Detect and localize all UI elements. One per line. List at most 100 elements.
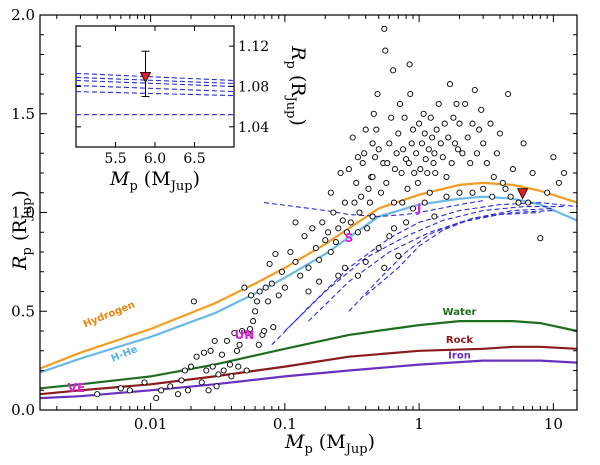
scatter-point (184, 387, 192, 394)
scatter-point (381, 25, 388, 32)
y-tick-label: 1.5 (11, 105, 35, 123)
scatter-point (126, 387, 133, 394)
scatter-point (141, 379, 148, 386)
scatter-point (502, 185, 509, 192)
scatter-point (427, 114, 434, 121)
planet-label-j: J (416, 202, 421, 216)
curve-label-water: Water (443, 307, 477, 318)
scatter-point (235, 363, 242, 370)
scatter-point (345, 166, 352, 173)
scatter-point (499, 179, 506, 186)
scatter-point (396, 100, 404, 107)
scatter-point (335, 225, 342, 232)
inset-y-axis-title: Rp (RJup) (283, 45, 309, 126)
scatter-point (223, 337, 230, 344)
scatter-point (252, 308, 259, 315)
scatter-point (205, 387, 212, 394)
inset-y-tick-label: 1.04 (238, 120, 269, 136)
scatter-point (117, 385, 124, 392)
scatter-point (354, 229, 361, 236)
planet-label-s: S (345, 231, 354, 245)
scatter-point (476, 126, 483, 133)
scatter-point (431, 150, 438, 157)
scatter-point (200, 349, 208, 356)
scatter-point (490, 173, 497, 181)
scatter-point (305, 264, 312, 271)
scatter-point (309, 225, 316, 232)
scatter-point (209, 363, 216, 370)
scatter-point (413, 150, 420, 157)
scatter-point (395, 130, 402, 137)
scatter-point (395, 252, 402, 259)
scatter-point (445, 134, 452, 141)
scatter-point (233, 347, 241, 354)
scatter-point (377, 189, 385, 196)
inset-dashed-line (75, 76, 235, 85)
scatter-point (529, 169, 536, 177)
scatter-point (505, 90, 512, 98)
scatter-point (430, 160, 437, 167)
scatter-point (335, 272, 342, 279)
scatter-point (382, 47, 389, 54)
scatter-point (364, 225, 371, 232)
dashed-curve (308, 209, 554, 322)
scatter-point (525, 199, 532, 206)
scatter-point (211, 337, 218, 344)
scatter-point (261, 327, 268, 335)
curve-hydrogen (39, 181, 578, 370)
scatter-point (451, 140, 459, 147)
dashed-curve (264, 200, 484, 218)
scatter-point (239, 327, 246, 335)
planet-label-un: UN (235, 328, 255, 342)
scatter-point (421, 130, 428, 137)
scatter-point (337, 169, 344, 177)
scatter-point (507, 193, 514, 200)
scatter-point (383, 179, 390, 186)
scatter-point (327, 248, 334, 256)
scatter-point (243, 367, 250, 374)
model-curves (39, 181, 578, 400)
x-axis-title: Mp (MJup) (284, 431, 375, 457)
scatter-point (174, 391, 182, 398)
y-tick-label: 2.0 (11, 6, 35, 24)
scatter-point (400, 146, 407, 153)
scatter-point (443, 193, 450, 200)
scatter-point (417, 166, 424, 173)
scatter-point (231, 329, 238, 337)
scatter-point (432, 169, 439, 177)
inset-dashed-line (75, 84, 235, 93)
scatter-point (403, 219, 410, 226)
scatter-point (459, 150, 466, 157)
scatter-point (215, 371, 222, 378)
scatter-point (456, 120, 463, 127)
scatter-point (473, 150, 481, 157)
scatter-point (421, 199, 428, 206)
scatter-point (369, 140, 376, 147)
scatter-point (256, 288, 263, 295)
scatter-point (262, 284, 269, 291)
scatter-point (327, 189, 334, 196)
scatter-point (250, 318, 257, 325)
scatter-point (359, 160, 366, 167)
scatter-point (464, 134, 471, 141)
scatter-point (312, 245, 319, 252)
scatter-point (407, 90, 414, 98)
scatter-point (319, 219, 326, 226)
scatter-point (398, 169, 405, 177)
scatter-point (433, 126, 440, 133)
scatter-point (496, 130, 503, 137)
curve-label-iron: Iron (448, 351, 471, 362)
scatter-point (384, 160, 391, 167)
scatter-point (226, 361, 234, 368)
scatter-point (353, 179, 360, 186)
y-tick-label: 0.0 (11, 401, 35, 419)
dashed-curve (365, 207, 554, 296)
inset-dashed-curves (75, 72, 235, 116)
scatter-point (158, 387, 165, 394)
scatter-point (255, 341, 262, 348)
scatter-point (550, 154, 557, 161)
scatter-point (322, 237, 329, 244)
inset-axes: 5.5 6.0 6.5 1.04 1.08 1.12 (76, 26, 269, 167)
scatter-point (361, 150, 368, 157)
